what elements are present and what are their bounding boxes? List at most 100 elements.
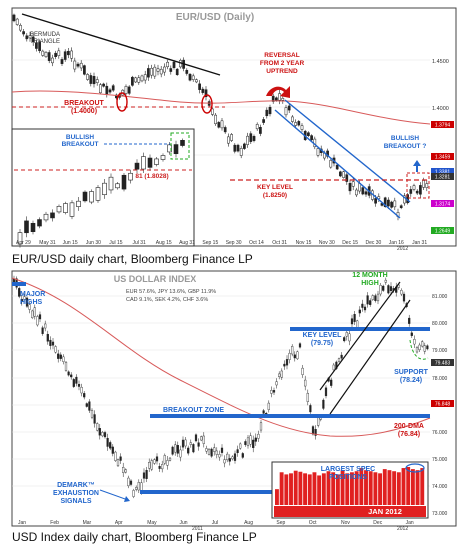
eurusd-candle [175,68,179,75]
usd-candle [231,456,234,460]
usd-candle [155,456,159,462]
usd-price-tag [431,359,454,366]
eurusd-x-tick: Jun 30 [86,240,101,246]
inset-candle [24,220,29,234]
eurusd-candle [44,52,48,57]
usd-y-tick: 75.000 [432,457,448,463]
usd-candle [192,444,195,453]
inset-candle [43,213,49,221]
eurusd-channel-upper [284,99,411,203]
eurusd-channel-lower [274,109,401,219]
inset-candle [147,157,153,168]
usd-candle [129,480,133,485]
usd-candle [181,439,185,448]
spec-bar [275,489,279,505]
eurusd-candle [57,50,61,56]
eurusd-candle [70,50,73,59]
spec-bar [387,470,392,505]
eurusd-candle [403,195,406,204]
eurusd-candle [79,62,83,69]
eurusd-price-tag-label: 1.2649 [435,229,451,235]
inset-candle [173,144,179,155]
usd-candle [36,316,39,326]
eurusd-candle [387,199,390,207]
usd-candle [46,333,49,342]
usd-200dma [11,277,431,437]
eurusd-candle [335,164,339,170]
eurusd-x-tick: May 31 [39,240,56,246]
eurusd-x-tick: Jul 15 [109,240,123,246]
bermuda-label: BERMUDA TRIANGLE [30,32,60,45]
eurusd-candle [41,50,45,56]
eurusd-candle [195,79,198,83]
dma-label: 200-DMA (76.84) [394,423,424,438]
eurusd-moving-average [11,90,431,125]
eurusd-candle [38,41,41,52]
eurusd-y-tick: 1.4500 [432,59,449,65]
usd-candle [252,439,255,449]
eurusd-candle [275,97,278,101]
usd-candle [389,286,393,292]
eurusd-candle [419,185,422,195]
eurusd-candle [412,185,416,190]
usd-candle [72,379,75,387]
eurusd-candle [134,77,137,83]
usd-candle [304,379,307,387]
eurusd-inset: BULLISH BREAKOUT 81 (1.8028) [11,128,195,248]
spec-label-bg [274,506,426,517]
inset-candles [17,138,185,248]
eurusd-candle [31,36,35,43]
usd-price-tag [431,400,454,407]
eurusd-candle [172,61,176,68]
eurusd-candle [35,42,38,49]
demark-label: DEMARK™ EXHAUSTION SIGNALS [53,482,99,505]
usd-candle [179,449,182,458]
usd-candle [67,371,70,376]
usd-candle [254,437,257,442]
inset-candle [102,182,107,196]
usd-candle [298,343,302,348]
eurusd-candle [99,84,102,94]
eurusd-candle [246,135,249,145]
eurusd-price-tag [431,121,454,128]
usd-candle [384,279,387,283]
eurusd-x-year: 2012 [397,246,408,252]
usd-candle [33,307,36,317]
inset-candle [63,203,68,213]
usd-candle [103,432,107,438]
eurusd-candle [217,122,221,128]
usd-candle [127,477,130,487]
bullish-breakout-label: BULLISH BREAKOUT ? [384,135,427,150]
eurusd-candle [243,143,246,149]
eurusd-chart: EUR/USD (Daily) [11,7,457,266]
spec-bar [317,475,322,505]
usd-y-tick: 79.000 [432,348,448,354]
inset-candle [30,222,36,232]
usd-candle [374,295,377,301]
usd-candle [122,467,125,473]
eurusd-candle [390,201,393,208]
spec-bar [284,474,289,505]
usd-candle [85,403,88,407]
usd-candle [210,448,213,457]
usd-x-tick: Feb [50,520,59,526]
usd-candle [426,345,429,350]
usd-candle [114,451,117,461]
inset-candle [128,172,133,181]
eurusd-x-tick: Jan 31 [412,240,427,246]
spec-bar [331,472,336,505]
usd-price-tag-label: 79.483 [435,361,451,367]
eurusd-price-tag-label: 1.3794 [435,123,451,129]
usd-candle [387,285,390,294]
usd-candle [207,448,211,455]
usd-candle [223,459,226,464]
usd-candle [218,454,221,458]
inset-candle [134,162,140,170]
usd-candle [197,442,200,447]
eurusd-price-tag-label: 1.3281 [435,175,451,181]
usd-x-year: 2011 [192,526,203,532]
eurusd-candle [380,203,384,206]
eurusd-candle [19,25,22,31]
spec-bar [321,473,326,505]
usd-candle [275,381,278,386]
